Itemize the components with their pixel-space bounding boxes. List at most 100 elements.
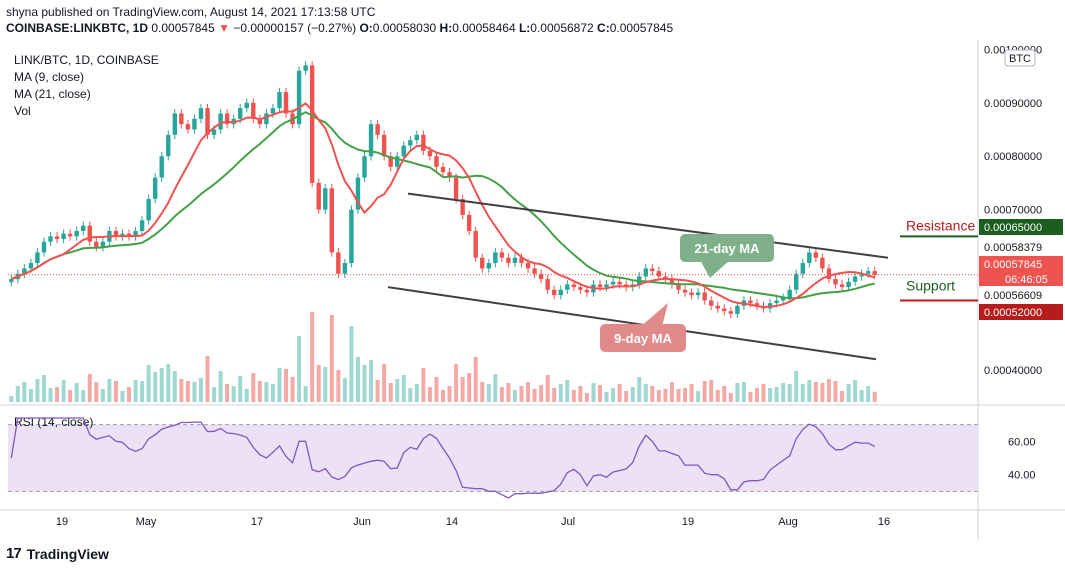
candle-body [48, 236, 53, 242]
candle-body [656, 271, 662, 277]
volume-bar [198, 378, 203, 402]
volume-bar [683, 388, 688, 402]
volume-bar [388, 383, 393, 402]
candle-body [329, 188, 334, 253]
time-tick-label: 14 [446, 516, 458, 528]
volume-bar [539, 385, 544, 402]
volume-bar [820, 383, 825, 402]
candle-body [525, 263, 531, 269]
ma9-callout-pointer [640, 303, 668, 327]
candle-body [368, 124, 374, 157]
candle-body [146, 198, 151, 221]
low-label: L: [518, 21, 531, 35]
candle-body [453, 177, 459, 199]
candle-body [748, 300, 753, 304]
candle-body [826, 268, 832, 280]
volume-bar [578, 386, 583, 402]
candle-body [159, 156, 164, 178]
candle-body [218, 113, 223, 130]
volume-bar [22, 382, 27, 402]
volume-bar [120, 391, 125, 402]
candle-body [708, 300, 714, 306]
volume-bar [866, 386, 871, 402]
volume-bar [454, 364, 459, 402]
resistance-price-tag-text: 0.00065000 [984, 222, 1042, 234]
candle-body [787, 289, 792, 298]
volume-bar [342, 378, 347, 402]
chart-header: shyna published on TradingView.com, Augu… [6, 4, 673, 36]
candle-body [9, 279, 14, 283]
candle-body [735, 305, 740, 314]
change-value: −0.00000157 (−0.27%) [233, 21, 357, 35]
volume-bar [427, 387, 432, 402]
high-price-tag-box [979, 239, 1063, 255]
candle-body [584, 289, 590, 293]
volume-bar [853, 380, 858, 402]
volume-bar [611, 388, 616, 402]
candle-body [872, 271, 877, 275]
candle-body [323, 188, 328, 210]
candle-body [499, 252, 505, 258]
candle-body [669, 279, 675, 285]
open-value: 0.00058030 [372, 21, 437, 35]
candle-body [473, 231, 478, 258]
support-label: Support [906, 277, 955, 293]
volume-bar [159, 368, 164, 402]
candle-body [447, 172, 452, 178]
volume-bar [127, 387, 132, 402]
price-chart[interactable]: 0.001000000.000900000.000800000.00070000… [0, 0, 1065, 540]
candle-body [800, 263, 805, 274]
legend-line-1: MA (9, close) [14, 70, 84, 84]
candle-body [41, 241, 47, 253]
volume-bar [702, 381, 707, 402]
candle-body [506, 257, 511, 264]
volume-bar [656, 390, 661, 402]
volume-bar [558, 384, 563, 402]
candle-body [362, 156, 367, 178]
candle-body [545, 279, 550, 290]
candle-body [408, 140, 413, 146]
candle-body [238, 108, 243, 119]
currency-label: BTC [1009, 53, 1031, 65]
time-tick-label: Aug [778, 516, 798, 528]
high-price-tag-text: 0.00058379 [984, 242, 1042, 254]
candle-body [427, 150, 433, 157]
candle-body [172, 113, 178, 135]
time-tick-label: 16 [878, 516, 890, 528]
volume-bar [447, 386, 452, 402]
volume-bar [107, 379, 112, 402]
resistance-price-tag-box [979, 219, 1063, 235]
candle-body [283, 92, 289, 114]
candle-body [558, 289, 563, 296]
candle-body [512, 257, 518, 264]
volume-bar [722, 386, 727, 402]
volume-bar [669, 382, 674, 402]
volume-bar [421, 368, 426, 402]
volume-bar [61, 380, 66, 402]
volume-bar [336, 370, 341, 402]
candle-body [205, 108, 210, 135]
volume-bar [794, 371, 799, 402]
rsi-tick-label: 40.00 [1008, 470, 1036, 482]
volume-bar [748, 392, 753, 402]
last-price-tag-box [979, 256, 1063, 272]
candle-body [552, 289, 557, 296]
candle-body [460, 198, 465, 215]
candle-body [120, 233, 125, 237]
volume-bar [55, 387, 60, 402]
volume-bar [212, 387, 217, 402]
volume-bar [480, 382, 485, 402]
low-value: 0.00056872 [530, 21, 594, 35]
candle-body [852, 276, 858, 282]
candle-body [211, 129, 217, 135]
ohlc-line: COINBASE:LINKBTC, 1D 0.00057845 ▼ −0.000… [6, 20, 673, 36]
legend-line-3: Vol [14, 104, 31, 118]
candle-body [74, 231, 79, 237]
candle-body [440, 166, 446, 173]
candle-body [682, 289, 688, 293]
candle-body [532, 268, 537, 274]
price-tick-label: 0.00040000 [984, 365, 1042, 377]
volume-bar [100, 389, 105, 402]
volume-bar [643, 384, 648, 402]
volume-bar [395, 379, 400, 402]
